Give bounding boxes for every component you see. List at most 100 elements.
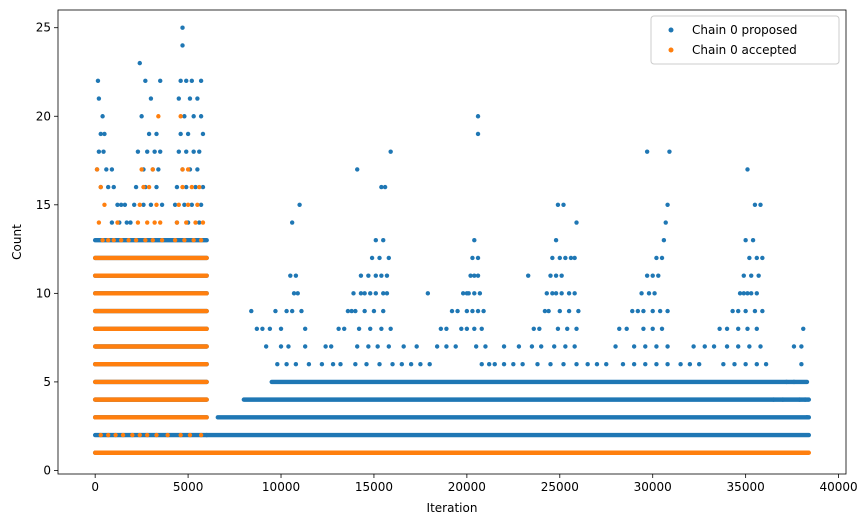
data-point [572, 291, 577, 296]
data-point [115, 202, 120, 208]
data-point [100, 238, 105, 243]
data-point [643, 344, 648, 349]
data-point [516, 344, 522, 349]
data-point [388, 326, 393, 331]
data-point [771, 397, 776, 402]
data-point [189, 202, 195, 208]
data-point [379, 273, 384, 278]
data-point [382, 184, 388, 190]
data-point [293, 361, 299, 367]
data-point [585, 361, 590, 367]
data-point [667, 149, 672, 154]
data-point [377, 255, 382, 261]
data-point [139, 114, 144, 119]
data-point [470, 255, 475, 261]
data-point [254, 326, 260, 331]
data-point [195, 202, 200, 208]
data-point [174, 184, 180, 190]
data-point [191, 149, 196, 154]
data-point [288, 273, 293, 278]
data-point [763, 361, 769, 367]
data-point [804, 415, 810, 420]
data-point [401, 344, 406, 349]
data-point [643, 361, 648, 367]
data-point [184, 78, 189, 84]
data-point [124, 220, 129, 225]
data-point [143, 78, 148, 84]
data-point [130, 432, 135, 438]
data-point [635, 308, 641, 314]
data-point [133, 184, 139, 190]
data-point [542, 308, 548, 314]
data-point [652, 291, 657, 296]
data-point [145, 149, 150, 154]
data-point [176, 202, 182, 208]
data-point [152, 149, 157, 154]
data-point [470, 308, 475, 314]
data-point [263, 344, 269, 349]
data-point [620, 361, 626, 367]
data-point [185, 167, 191, 172]
x-tick-label: 25000 [541, 480, 579, 494]
data-point [475, 255, 481, 261]
data-point [109, 167, 115, 172]
data-point [284, 361, 289, 367]
data-point [427, 361, 432, 367]
data-point [754, 326, 759, 331]
data-point [791, 379, 797, 385]
data-point [381, 238, 386, 243]
data-point [418, 361, 423, 367]
data-point [756, 273, 761, 278]
data-point [187, 96, 193, 101]
data-point [330, 361, 336, 367]
data-point [159, 238, 165, 243]
data-point [687, 361, 693, 367]
data-point [724, 344, 730, 349]
data-point [561, 361, 566, 367]
data-point [98, 432, 103, 438]
x-tick-label: 30000 [634, 480, 672, 494]
data-point [178, 78, 183, 84]
data-point [137, 432, 142, 438]
data-point [172, 238, 178, 243]
data-point [154, 432, 159, 438]
data-point [289, 308, 295, 314]
data-point [137, 60, 142, 66]
data-point [193, 220, 198, 225]
data-point [126, 238, 131, 243]
data-point [362, 308, 367, 314]
x-tick-label: 5000 [173, 480, 204, 494]
data-point [472, 291, 477, 296]
data-point [797, 397, 802, 402]
data-point [799, 361, 804, 367]
data-point [96, 220, 102, 225]
data-point [561, 202, 566, 208]
data-point [752, 308, 758, 314]
data-point [319, 361, 325, 367]
data-point [373, 291, 379, 296]
data-point [174, 220, 180, 225]
data-point [799, 344, 804, 349]
data-point [449, 308, 455, 314]
data-point [732, 361, 737, 367]
data-point [388, 149, 393, 154]
data-point [178, 114, 183, 119]
data-point [644, 149, 650, 154]
data-point [118, 202, 124, 208]
data-point [368, 291, 373, 296]
data-point [574, 326, 579, 331]
data-point [745, 291, 750, 296]
data-point [646, 291, 652, 296]
data-point [525, 273, 531, 278]
data-point [555, 326, 561, 331]
data-point [200, 220, 206, 225]
x-tick-label: 40000 [819, 480, 857, 494]
data-point [373, 238, 379, 243]
data-point [730, 308, 735, 314]
data-point [736, 326, 741, 331]
data-point [486, 361, 492, 367]
data-point [351, 291, 356, 296]
data-point [743, 308, 748, 314]
data-point [172, 202, 178, 208]
data-point [481, 308, 486, 314]
